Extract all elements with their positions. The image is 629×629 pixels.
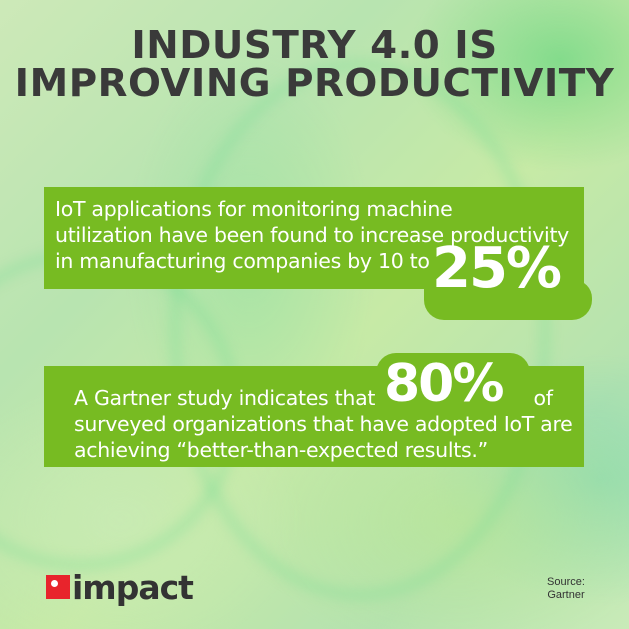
source-citation: Source: Gartner <box>547 576 585 602</box>
stat-line: in manufacturing companies by 10 to <box>55 249 430 273</box>
stat-card-text: IoT applications for monitoring machine … <box>55 196 569 274</box>
stat-line: surveyed organizations that have adopted… <box>74 412 573 436</box>
stat-highlight-25: 25% <box>432 236 562 301</box>
stat-card-gartner: A Gartner study indicates that of survey… <box>44 358 584 467</box>
stat-line: IoT applications for monitoring machine <box>55 197 453 221</box>
impact-logo-mark-icon <box>46 575 70 599</box>
stat-suffix: of <box>533 386 553 410</box>
headline-line-1: INDUSTRY 4.0 IS <box>131 23 498 67</box>
background-swirl <box>170 60 550 600</box>
stat-line: utilization have been found to increase … <box>55 223 570 247</box>
headline-line-2: IMPROVING PRODUCTIVITY <box>14 61 615 105</box>
impact-logo: impact <box>46 568 194 607</box>
stat-card-productivity: IoT applications for monitoring machine … <box>44 187 584 297</box>
source-value: Gartner <box>547 589 585 601</box>
stat-prefix: A Gartner study indicates that <box>74 386 376 410</box>
stat-line: achieving “better-than-expected results.… <box>74 438 488 462</box>
impact-logo-text: impact <box>72 568 194 607</box>
stat-highlight-80: 80% <box>384 354 504 414</box>
stat-line-1: A Gartner study indicates that of <box>74 385 572 411</box>
source-label: Source: <box>547 576 585 588</box>
headline: INDUSTRY 4.0 IS IMPROVING PRODUCTIVITY <box>0 26 629 102</box>
stat-card-text: A Gartner study indicates that of survey… <box>74 385 573 463</box>
